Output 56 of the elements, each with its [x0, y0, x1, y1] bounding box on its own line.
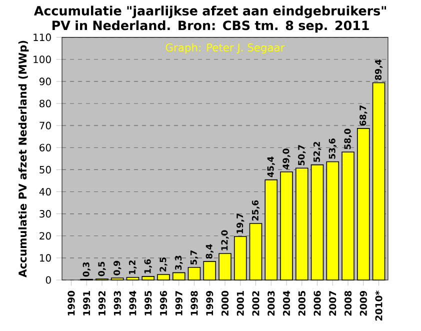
x-tick-label: 1990 — [68, 290, 75, 316]
x-tick-label: 2003 — [268, 291, 275, 316]
data-label: 8,4 — [206, 244, 214, 259]
x-tick-label: 2010* — [375, 290, 382, 321]
x-tick-label: 2005 — [298, 291, 306, 316]
x-tick-label: 2009 — [360, 290, 367, 316]
x-tick-label: 2004 — [282, 290, 290, 316]
data-label: 53,6 — [328, 138, 336, 159]
y-tick-label: 60 — [40, 144, 51, 152]
y-tick-label: 0 — [46, 276, 51, 284]
y-tick-label: 40 — [39, 188, 51, 196]
data-label: 1,6 — [144, 259, 152, 274]
data-label: 12,0 — [221, 230, 229, 250]
data-label: 58,0 — [344, 128, 352, 150]
data-label: 19,7 — [236, 214, 244, 234]
x-tick-label: 1991 — [83, 291, 90, 316]
data-label: 2,5 — [160, 257, 168, 272]
data-label: 89,4 — [374, 60, 383, 80]
y-tick-label: 90 — [40, 78, 51, 86]
data-label: 45,4 — [267, 156, 275, 178]
x-tick-label: 2008 — [344, 290, 352, 316]
data-label: 52,2 — [313, 142, 322, 162]
y-tick-label: 70 — [40, 122, 51, 130]
data-label: 0,9 — [114, 260, 122, 276]
data-label: 0,5 — [98, 262, 106, 276]
y-tick-label: 50 — [40, 166, 51, 174]
data-label: 49,0 — [282, 148, 290, 170]
x-tick-label: 2001 — [236, 291, 244, 316]
annotation: Graph: Peter J. Segaar — [166, 43, 285, 54]
chart-title: Accumulatie "jaarlijkse afzet aan eindgebruikers" PV in Nederland. Bron: CBS tm. 8 sep. 2011 — [34, 6, 386, 33]
x-tick-label: 1992 — [98, 291, 106, 316]
y-tick-label: 80 — [40, 100, 51, 108]
data-label: 1,2 — [128, 260, 137, 274]
x-tick-label: 2002 — [252, 291, 260, 316]
x-tick-label: 1998 — [190, 290, 198, 316]
y-tick-label: 30 — [40, 210, 51, 218]
data-label: 25,6 — [252, 200, 260, 221]
data-label: 5,7 — [190, 250, 198, 264]
x-tick-label: 2000 — [221, 290, 229, 316]
x-tick-label: 2007 — [329, 291, 336, 316]
y-tick-label: 20 — [40, 232, 51, 240]
y-tick-label: 100 — [34, 56, 51, 64]
x-tick-label: 1994 — [129, 290, 136, 316]
data-label: 68,7 — [360, 105, 368, 126]
y-tick-label: 10 — [40, 254, 51, 262]
y-axis-title: Accumulatie PV afzet Nederland (MWp) — [18, 40, 29, 278]
x-tick-label: 1993 — [114, 291, 121, 316]
x-tick-label: 1996 — [160, 290, 168, 316]
x-tick-label: 1997 — [175, 291, 182, 316]
x-tick-label: 1999 — [206, 290, 214, 316]
x-tick-label: 2006 — [314, 290, 321, 316]
y-tick-label: 110 — [34, 34, 51, 42]
data-label: 0,3 — [82, 262, 90, 277]
x-tick-label: 1995 — [144, 291, 152, 316]
data-label: 3,3 — [175, 256, 183, 270]
data-label: 50,7 — [298, 145, 306, 166]
